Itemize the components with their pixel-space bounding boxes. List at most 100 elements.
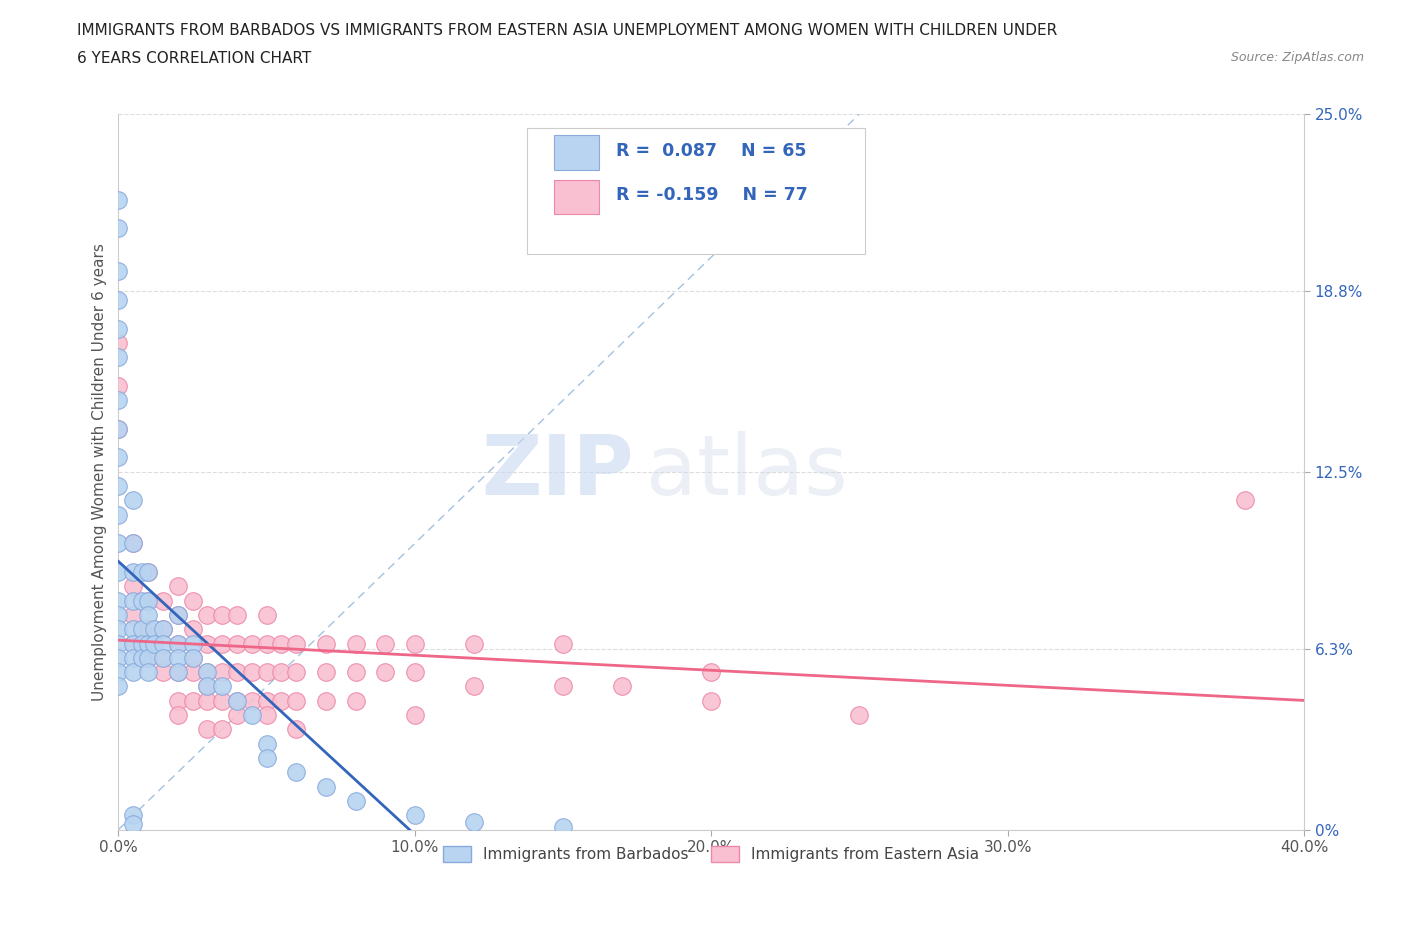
Point <box>211 665 233 680</box>
Point <box>136 665 159 680</box>
Point <box>122 636 145 651</box>
Point <box>143 622 166 637</box>
Point <box>136 650 159 665</box>
Point <box>256 665 278 680</box>
Point <box>107 221 129 236</box>
Point <box>107 665 129 680</box>
Point <box>256 751 278 765</box>
Point <box>107 421 129 436</box>
Point <box>256 607 278 622</box>
Point <box>344 694 367 709</box>
Point <box>285 764 308 779</box>
Point <box>107 350 129 365</box>
Point <box>315 665 337 680</box>
FancyBboxPatch shape <box>554 136 599 170</box>
Point <box>122 578 145 593</box>
Point <box>152 650 174 665</box>
Text: Source: ZipAtlas.com: Source: ZipAtlas.com <box>1230 51 1364 64</box>
Point <box>195 636 218 651</box>
Point <box>107 450 129 465</box>
Point <box>374 636 396 651</box>
Point <box>122 817 145 831</box>
Point <box>700 694 723 709</box>
Point <box>152 650 174 665</box>
Point <box>107 679 129 694</box>
Point <box>195 722 218 737</box>
Point <box>122 622 145 637</box>
Point <box>551 679 574 694</box>
Text: R =  0.087    N = 65: R = 0.087 N = 65 <box>616 142 807 160</box>
Point <box>181 636 204 651</box>
Point <box>107 379 129 393</box>
Point <box>256 636 278 651</box>
Point <box>107 293 129 308</box>
Point <box>463 679 485 694</box>
Point <box>166 650 188 665</box>
Point <box>122 808 145 823</box>
Point <box>166 607 188 622</box>
Point <box>122 536 145 551</box>
Point <box>404 665 426 680</box>
Point <box>344 793 367 808</box>
Point <box>136 593 159 608</box>
Point <box>315 779 337 794</box>
Point <box>344 665 367 680</box>
Point <box>122 607 145 622</box>
Point <box>285 694 308 709</box>
Point <box>315 636 337 651</box>
Point <box>181 622 204 637</box>
Point <box>195 665 218 680</box>
Point <box>285 636 308 651</box>
Point <box>107 565 129 579</box>
Point <box>107 593 129 608</box>
Point <box>256 708 278 723</box>
Point <box>344 636 367 651</box>
Point <box>211 679 233 694</box>
Point <box>240 708 263 723</box>
Point <box>136 565 159 579</box>
Point <box>374 665 396 680</box>
Point <box>107 622 129 637</box>
Point <box>256 737 278 751</box>
Point <box>122 636 145 651</box>
Point <box>181 593 204 608</box>
Point <box>136 593 159 608</box>
Point <box>166 665 188 680</box>
Point <box>240 636 263 651</box>
Point <box>107 421 129 436</box>
Point <box>285 722 308 737</box>
Point <box>211 722 233 737</box>
Point <box>166 578 188 593</box>
Point <box>700 665 723 680</box>
Point <box>195 679 218 694</box>
Point <box>107 536 129 551</box>
Point <box>107 479 129 494</box>
Point <box>404 708 426 723</box>
Point <box>122 650 145 665</box>
Point <box>166 708 188 723</box>
Text: ZIP: ZIP <box>482 432 634 512</box>
Point <box>211 694 233 709</box>
Point <box>122 665 145 680</box>
Text: R = -0.159    N = 77: R = -0.159 N = 77 <box>616 186 808 205</box>
Point <box>152 593 174 608</box>
Point <box>551 819 574 834</box>
Point <box>551 636 574 651</box>
Point <box>226 694 249 709</box>
Point <box>315 694 337 709</box>
Point <box>107 636 129 651</box>
Point <box>1233 493 1256 508</box>
Point <box>166 607 188 622</box>
Text: atlas: atlas <box>645 432 848 512</box>
Point <box>131 593 153 608</box>
Point <box>463 815 485 830</box>
Point <box>195 694 218 709</box>
Point <box>181 650 204 665</box>
Point <box>404 636 426 651</box>
Point <box>122 493 145 508</box>
Point <box>463 636 485 651</box>
Point <box>152 622 174 637</box>
Point <box>152 665 174 680</box>
Text: 6 YEARS CORRELATION CHART: 6 YEARS CORRELATION CHART <box>77 51 312 66</box>
Point <box>136 636 159 651</box>
